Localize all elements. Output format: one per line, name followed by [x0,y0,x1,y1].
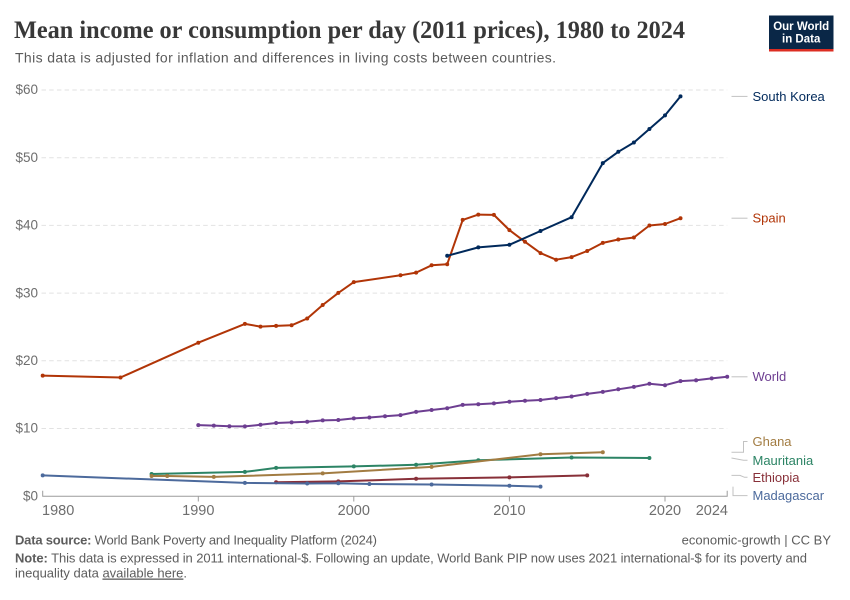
svg-text:Madagascar: Madagascar [753,488,825,503]
svg-text:2024: 2024 [696,503,728,519]
svg-text:2000: 2000 [338,503,370,519]
svg-text:$0: $0 [23,488,38,503]
svg-text:Spain: Spain [753,211,786,226]
svg-text:World: World [753,369,787,384]
svg-text:1980: 1980 [42,503,74,519]
svg-text:Data source: World Bank Povert: Data source: World Bank Poverty and Ineq… [15,533,377,548]
svg-text:in Data: in Data [782,34,821,46]
svg-text:This data is adjusted for infl: This data is adjusted for inflation and … [15,50,556,66]
svg-text:2010: 2010 [493,503,525,519]
svg-text:$60: $60 [15,82,38,97]
svg-text:$40: $40 [15,218,38,233]
svg-text:inequality data available here: inequality data available here. [15,566,187,581]
svg-text:Mean income or consumption per: Mean income or consumption per day (2011… [14,17,685,44]
svg-text:$10: $10 [15,421,38,436]
svg-text:$30: $30 [15,285,38,300]
svg-text:Note: This data is expressed i: Note: This data is expressed in 2011 int… [15,551,807,566]
svg-text:$20: $20 [15,353,38,368]
svg-text:Our World: Our World [773,21,829,33]
svg-text:Ghana: Ghana [753,434,793,449]
svg-text:1990: 1990 [182,503,214,519]
svg-text:South Korea: South Korea [753,89,826,104]
svg-text:2020: 2020 [649,503,681,519]
svg-text:economic-growth | CC BY: economic-growth | CC BY [682,533,832,548]
svg-text:Ethiopia: Ethiopia [753,470,801,485]
svg-text:Mauritania: Mauritania [753,453,814,468]
svg-text:$50: $50 [15,150,38,165]
